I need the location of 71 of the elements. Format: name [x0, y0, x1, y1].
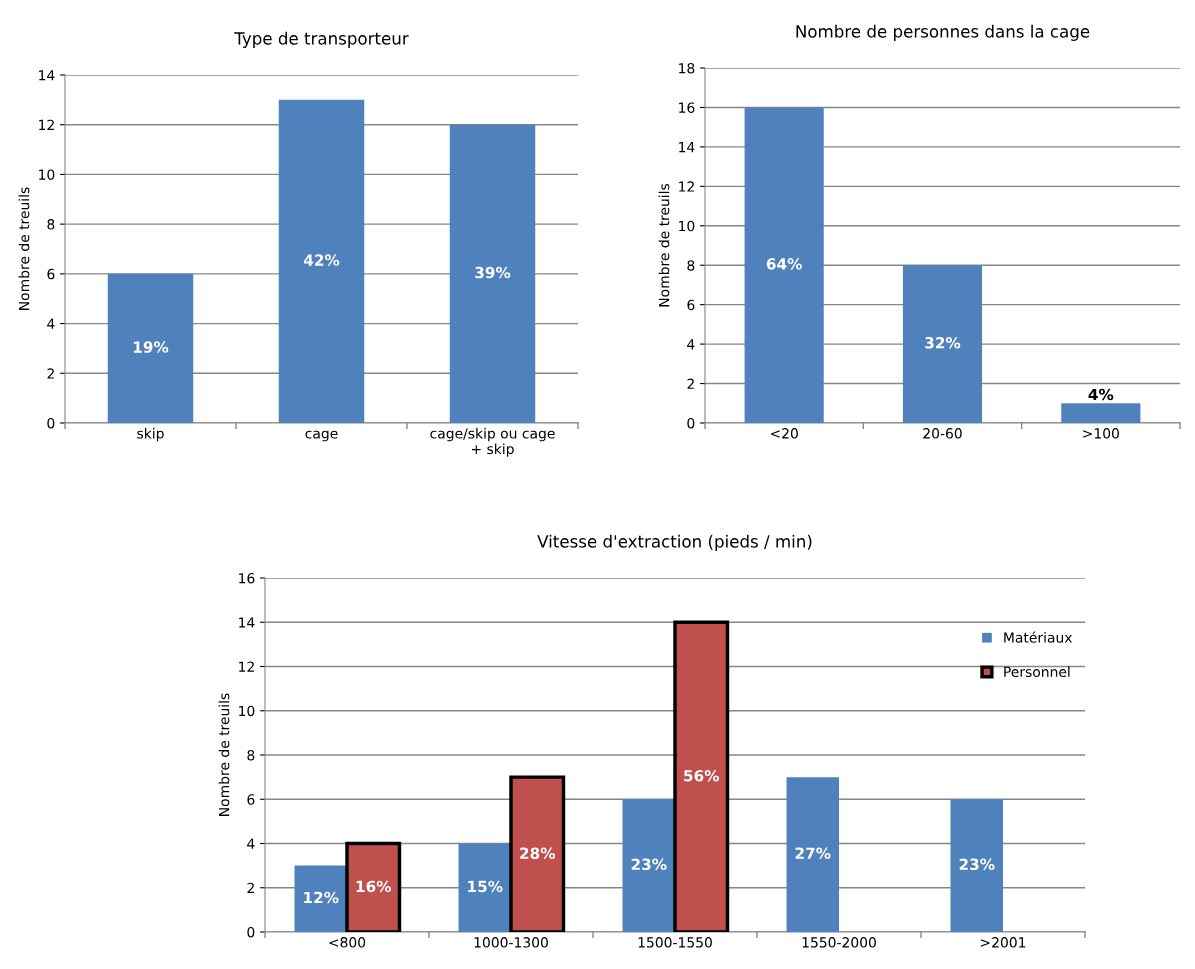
y-tick-label: 4 — [47, 318, 55, 329]
x-tick-label: 1550-2000 — [802, 937, 876, 948]
y-tick-label: 12 — [239, 661, 254, 672]
x-tick-label: skip — [137, 427, 164, 442]
legend-label: Matériaux — [1004, 631, 1073, 643]
chart-title: Type de transporteur — [234, 31, 409, 48]
x-tick-label: >100 — [1083, 428, 1119, 439]
y-axis-title: Nombre de treuils — [18, 187, 30, 310]
chart-title: Nombre de personnes dans la cage — [796, 24, 1090, 41]
y-tick-label: 12 — [39, 119, 54, 130]
bar — [294, 865, 347, 932]
bar — [786, 777, 839, 932]
legend-label: Personnel — [1004, 666, 1070, 678]
y-axis-title: Nombre de treuils — [218, 693, 230, 816]
annotation: 39% — [475, 266, 511, 279]
annotation: 12% — [304, 891, 339, 904]
bar — [744, 107, 824, 423]
annotation: 42% — [303, 254, 340, 266]
bar — [1061, 403, 1141, 423]
y-axis-title: Nombre de treuils — [658, 183, 670, 307]
y-tick-label: 10 — [239, 705, 255, 717]
x-tick-label: cage — [305, 430, 338, 442]
y-tick-label: 0 — [687, 417, 695, 429]
y-tick-label: 4 — [687, 339, 695, 350]
bar — [622, 799, 675, 932]
y-tick-label: 8 — [687, 260, 695, 271]
annotation: 16% — [356, 880, 392, 893]
annotation: 32% — [925, 336, 961, 349]
y-tick-label: 6 — [47, 268, 55, 280]
chart-title: Vitesse d'extraction (pieds / min) — [537, 534, 812, 551]
x-tick-label: <20 — [770, 428, 798, 439]
y-tick-label: 6 — [687, 299, 695, 311]
bar — [449, 124, 536, 423]
y-tick-label: 4 — [247, 838, 255, 849]
bar — [902, 265, 983, 423]
y-tick-label: 8 — [47, 219, 55, 230]
x-tick-label: 1500-1550 — [638, 937, 712, 948]
bar — [107, 273, 194, 423]
annotation: 19% — [133, 341, 169, 353]
x-tick-label: >2001 — [980, 937, 1026, 948]
y-tick-label: 0 — [47, 417, 55, 429]
y-tick-label: 2 — [47, 368, 54, 379]
annotation: 4% — [1088, 388, 1114, 401]
y-tick-label: 6 — [247, 794, 255, 805]
annotation: 23% — [959, 858, 995, 871]
x-tick-label: 20-60 — [923, 428, 962, 439]
bar — [950, 799, 1003, 932]
y-tick-label: 14 — [679, 142, 695, 153]
x-tick-label: cage/skip ou cage + skip — [430, 427, 555, 457]
x-tick-label: 1000-1300 — [474, 937, 548, 948]
y-tick-label: 18 — [679, 62, 695, 74]
y-tick-label: 0 — [247, 926, 255, 938]
annotation: 56% — [684, 770, 720, 782]
y-tick-label: 14 — [39, 70, 55, 81]
bar — [458, 843, 511, 932]
y-tick-label: 8 — [247, 749, 255, 761]
y-tick-label: 16 — [679, 102, 695, 113]
annotation: 27% — [795, 847, 831, 859]
y-tick-label: 2 — [687, 378, 694, 389]
annotation: 15% — [468, 880, 503, 893]
annotation: 64% — [766, 258, 802, 270]
annotation: 23% — [631, 858, 667, 871]
y-tick-label: 14 — [239, 617, 255, 628]
y-tick-label: 10 — [679, 220, 695, 232]
y-tick-label: 2 — [247, 882, 254, 894]
y-tick-label: 10 — [39, 169, 55, 180]
x-tick-label: <800 — [329, 937, 366, 948]
y-tick-label: 16 — [239, 572, 255, 584]
y-tick-label: 12 — [679, 181, 694, 192]
annotation: 28% — [520, 847, 556, 859]
bar — [278, 99, 365, 423]
